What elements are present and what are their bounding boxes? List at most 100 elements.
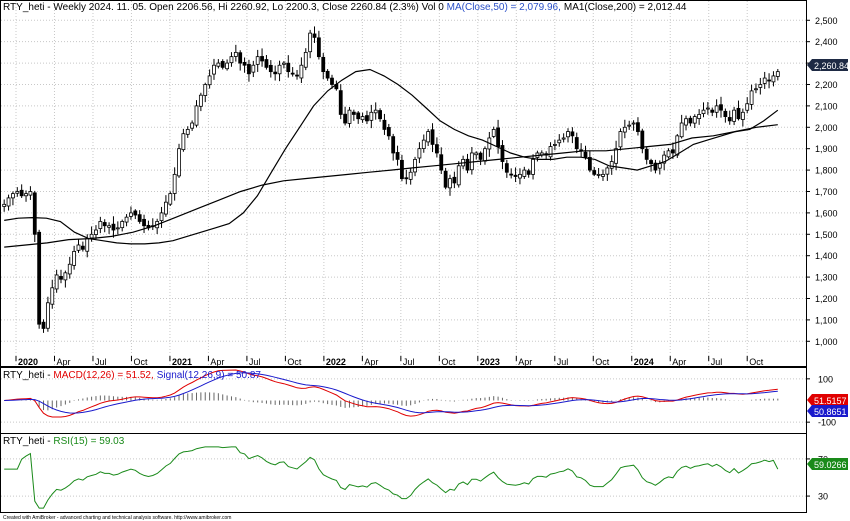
- macd-badge-label: 51.5157: [814, 396, 847, 406]
- candle: [592, 166, 597, 177]
- candle: [557, 134, 562, 147]
- rsi-badge-label: 59.0266: [814, 460, 847, 470]
- candle: [260, 48, 264, 67]
- candle: [229, 52, 234, 67]
- price-y-tick-label: 2,200: [815, 80, 838, 90]
- candle: [242, 57, 247, 73]
- candle: [684, 115, 688, 131]
- macd-value-label: MACD(12,26) = 51.52,: [53, 370, 153, 381]
- candle: [45, 296, 50, 332]
- candle: [76, 239, 81, 253]
- candle: [50, 279, 55, 309]
- candle: [312, 26, 317, 43]
- candle: [561, 133, 566, 143]
- candle: [268, 60, 273, 78]
- candle: [614, 140, 618, 171]
- price-y-tick-label: 1,200: [815, 294, 838, 304]
- candle: [24, 190, 28, 202]
- signal-badge: [807, 405, 848, 417]
- candle: [177, 143, 181, 178]
- candle: [627, 120, 632, 130]
- candle: [102, 219, 107, 233]
- candle: [194, 100, 199, 128]
- rsi-header: RTY_heti - RSI(15) = 59.03: [3, 436, 125, 447]
- candle: [115, 221, 120, 235]
- candle: [701, 102, 706, 118]
- candle: [732, 106, 737, 126]
- price-x-axis: 2020 Apr Jul Oct 2021 Apr Jul Oct 2022 Apr Jul Oct 2…: [15, 356, 764, 367]
- candle: [286, 55, 291, 78]
- candle: [111, 216, 116, 238]
- candle: [120, 219, 125, 232]
- candle: [745, 97, 750, 114]
- candle: [395, 145, 400, 166]
- price-y-tick-label: 1,700: [815, 187, 838, 197]
- candle: [303, 48, 308, 71]
- candle: [570, 127, 575, 144]
- candle: [216, 59, 221, 69]
- ma50-line: [4, 68, 779, 245]
- candle: [316, 30, 321, 60]
- candle: [185, 126, 190, 138]
- price-y-tick-label: 1,100: [815, 315, 838, 325]
- candle: [391, 133, 396, 161]
- candle: [360, 112, 365, 123]
- candle: [426, 128, 431, 147]
- candle: [251, 60, 256, 78]
- candle: [762, 71, 767, 89]
- candle: [137, 210, 142, 224]
- candle: [421, 134, 426, 153]
- x-tick-label: Jul: [249, 357, 261, 367]
- candle: [225, 59, 229, 71]
- x-tick-label: Jul: [403, 357, 415, 367]
- candle: [513, 167, 518, 183]
- candle: [198, 92, 203, 112]
- rsi-line: [4, 446, 779, 509]
- candle: [478, 151, 483, 166]
- price-y-tick-label: 2,500: [815, 16, 838, 26]
- candle: [172, 167, 177, 201]
- candle: [474, 151, 479, 160]
- rsi-symbol: RTY_heti: [3, 436, 45, 447]
- price-symbol: RTY_heti: [3, 2, 45, 13]
- candle: [671, 142, 675, 159]
- candle: [369, 104, 374, 129]
- candle: [28, 186, 33, 200]
- candle: [220, 59, 225, 70]
- candle: [282, 61, 286, 69]
- candle: [129, 206, 133, 220]
- candle: [233, 44, 238, 62]
- ma200-line: [4, 124, 778, 248]
- candle: [662, 150, 667, 171]
- candle: [72, 245, 77, 270]
- price-info: - Weekly 2024. 11. 05. Open 2206.56, Hi …: [45, 2, 447, 13]
- last-close-badge-label: 2,260.84: [814, 61, 849, 71]
- candle: [723, 108, 728, 123]
- candle: [255, 49, 260, 72]
- candle: [609, 155, 614, 175]
- signal-line: [4, 372, 778, 414]
- candle: [509, 168, 514, 179]
- candle: [142, 214, 146, 234]
- candle: [19, 184, 24, 198]
- candle: [452, 171, 457, 189]
- candlestick-series: [2, 26, 780, 333]
- candle: [448, 174, 452, 196]
- candle: [63, 270, 68, 288]
- candle: [207, 69, 212, 89]
- x-tick-label: 2020: [18, 357, 38, 367]
- candle: [168, 191, 173, 207]
- candle: [37, 229, 42, 329]
- rsi-y-tick-label: 30: [818, 492, 828, 502]
- rsi-badge: [807, 458, 848, 470]
- candle: [80, 241, 85, 252]
- candle: [605, 166, 610, 181]
- candle: [59, 269, 63, 284]
- candle: [740, 108, 745, 127]
- x-tick-label: Apr: [518, 357, 532, 367]
- candle: [273, 65, 278, 81]
- candle: [491, 126, 496, 139]
- candle: [749, 84, 754, 110]
- x-tick-label: Oct: [749, 357, 764, 367]
- candle: [54, 269, 59, 293]
